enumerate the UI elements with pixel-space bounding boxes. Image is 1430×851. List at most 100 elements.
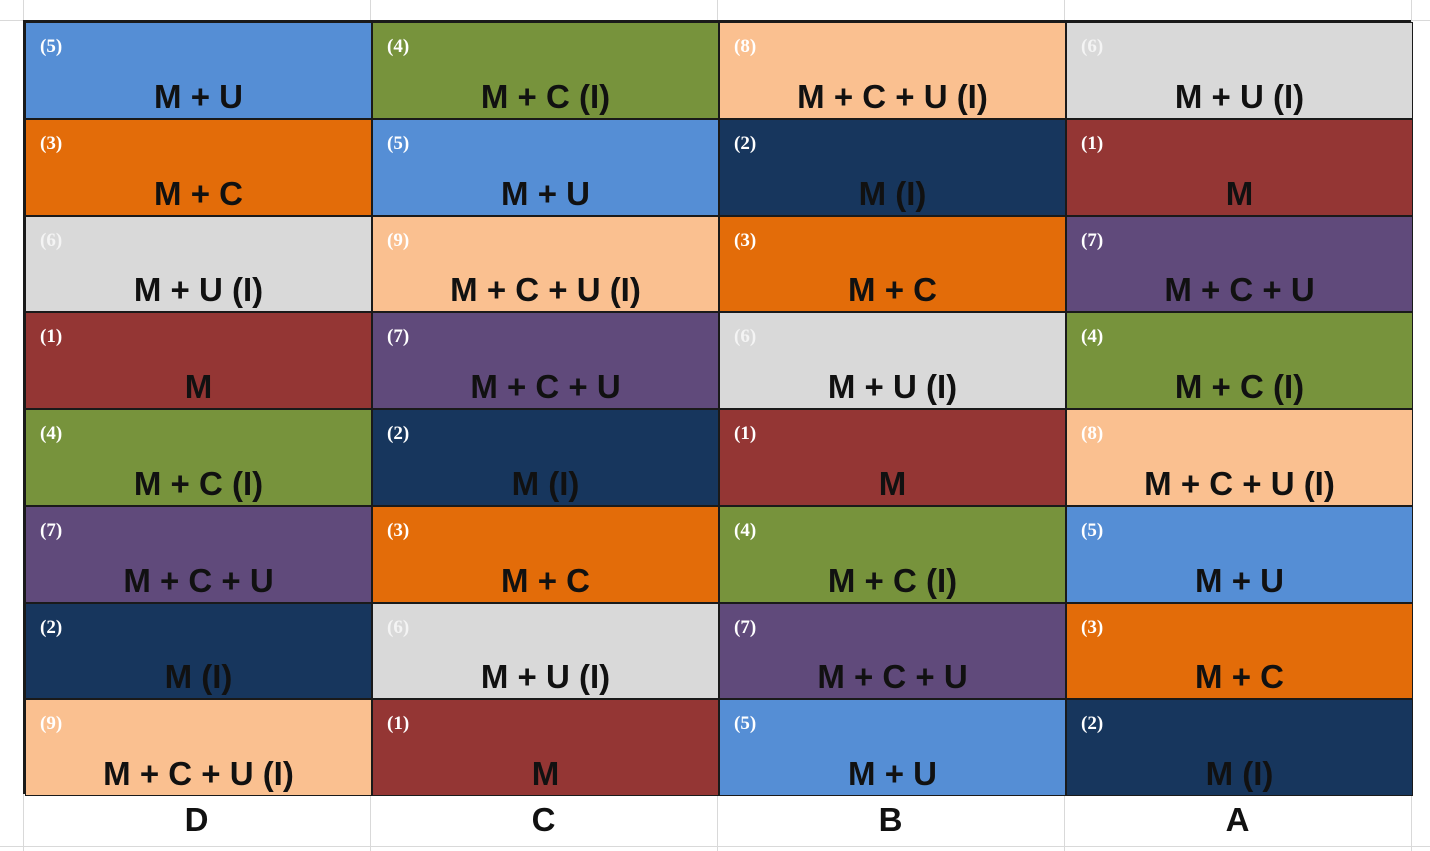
treatment-label: M + C + U (I) [450,271,641,309]
column-label-a: A [1225,801,1250,838]
treatment-label: M + U [1195,561,1284,599]
plot-cell-row3-c: (9) M + C + U (I) [372,215,719,313]
sheet-gridline [0,846,1430,847]
plot-cell-row8-d: (9) M + C + U (I) [25,699,372,796]
column-label-d: D [184,801,209,838]
plot-cell-row7-a: (3) M + C [1066,602,1413,700]
treatment-label: M + C + U [470,368,621,406]
plot-cell-row3-a: (7) M + C + U [1066,215,1413,313]
plot-cell-row8-a: (2) M (I) [1066,699,1413,796]
plot-cell-row3-d: (6) M + U (I) [25,215,372,313]
treatment-layout-grid: (5) M + U (4) M + C (I) (8) M + C + U (I) (6) M… [23,20,1413,796]
plot-cell-row5-a: (8) M + C + U (I) [1066,409,1413,506]
plot-cell-row3-b: (3) M + C [719,215,1066,313]
plot-cell-row2-d: (3) M + C [25,118,372,216]
treatment-number: (3) [734,229,757,251]
plot-cell-row4-b: (6) M + U (I) [719,312,1066,409]
treatment-number: (3) [387,519,410,541]
treatment-number: (4) [1081,326,1104,348]
plot-cell-row5-b: (1) M [719,409,1066,506]
treatment-number: (7) [734,616,757,638]
plot-cell-row7-c: (6) M + U (I) [372,602,719,700]
treatment-label: M + C + U [1164,271,1315,309]
treatment-label: M + C (I) [827,561,958,599]
treatment-label: M + U (I) [827,368,958,406]
treatment-label: M + C + U [817,658,968,696]
plot-cell-row1-d: (5) M + U [25,22,372,119]
column-label-c: C [531,801,556,838]
treatment-number: (7) [40,519,63,541]
treatment-number: (4) [40,423,63,444]
plot-cell-row5-d: (4) M + C (I) [25,409,372,506]
plot-cell-row5-c: (2) M (I) [372,409,719,506]
plot-cell-row6-a: (5) M + U [1066,505,1413,603]
treatment-number: (5) [1081,519,1104,541]
treatment-label: M + U (I) [1174,77,1305,115]
column-labels: D C B A [23,794,1411,846]
plot-cell-row7-d: (2) M (I) [25,602,372,700]
treatment-label: M + C [501,561,590,599]
plot-cell-row4-c: (7) M + C + U [372,312,719,409]
treatment-label: M [1225,174,1254,212]
treatment-label: M + U (I) [480,658,611,696]
plot-cell-row1-b: (8) M + C + U (I) [719,22,1066,119]
treatment-number: (8) [734,36,757,57]
plot-cell-row4-d: (1) M [25,312,372,409]
column-label-b: B [878,801,903,838]
treatment-label: M + C + U (I) [797,77,988,115]
treatment-label: M (I) [511,464,580,502]
treatment-label: M + U [848,755,937,793]
treatment-label: M [878,464,907,502]
treatment-number: (7) [1081,229,1104,251]
treatment-label: M + U [501,174,590,212]
treatment-number: (6) [1081,36,1104,57]
treatment-label: M (I) [858,174,927,212]
treatment-label: M + C + U (I) [103,755,294,793]
treatment-number: (2) [1081,713,1104,735]
treatment-label: M + C [848,271,937,309]
treatment-number: (1) [1081,132,1104,154]
treatment-number: (2) [40,616,63,638]
treatment-number: (8) [1081,423,1104,444]
treatment-number: (2) [387,423,410,444]
treatment-number: (9) [40,713,63,735]
plot-cell-row6-b: (4) M + C (I) [719,505,1066,603]
plot-cell-row1-a: (6) M + U (I) [1066,22,1413,119]
treatment-label: M + C (I) [1174,368,1305,406]
plot-cell-row7-b: (7) M + C + U [719,602,1066,700]
treatment-number: (1) [40,326,63,348]
treatment-number: (6) [734,326,757,348]
treatment-label: M + U [154,77,243,115]
treatment-number: (5) [387,132,410,154]
treatment-number: (2) [734,132,757,154]
treatment-label: M + C [154,174,243,212]
treatment-label: M (I) [164,658,233,696]
treatment-label: M + U (I) [133,271,264,309]
plot-cell-row8-b: (5) M + U [719,699,1066,796]
treatment-label: M + C (I) [133,464,264,502]
treatment-number: (1) [734,423,757,444]
plot-cell-row2-c: (5) M + U [372,118,719,216]
plot-cell-row2-a: (1) M [1066,118,1413,216]
treatment-label: M [531,755,560,793]
plot-cell-row4-a: (4) M + C (I) [1066,312,1413,409]
treatment-label: M (I) [1205,755,1274,793]
treatment-number: (5) [734,713,757,735]
plot-cell-row1-c: (4) M + C (I) [372,22,719,119]
plot-cell-row6-c: (3) M + C [372,505,719,603]
treatment-label: M + C [1195,658,1284,696]
treatment-number: (3) [1081,616,1104,638]
plot-cell-row8-c: (1) M [372,699,719,796]
treatment-number: (3) [40,132,63,154]
plot-cell-row2-b: (2) M (I) [719,118,1066,216]
treatment-number: (6) [387,616,410,638]
treatment-number: (4) [387,36,410,57]
treatment-label: M + C (I) [480,77,611,115]
treatment-number: (4) [734,519,757,541]
treatment-number: (1) [387,713,410,735]
treatment-number: (9) [387,229,410,251]
treatment-label: M + C + U [123,561,274,599]
treatment-number: (7) [387,326,410,348]
treatment-number: (5) [40,36,63,57]
plot-cell-row6-d: (7) M + C + U [25,505,372,603]
